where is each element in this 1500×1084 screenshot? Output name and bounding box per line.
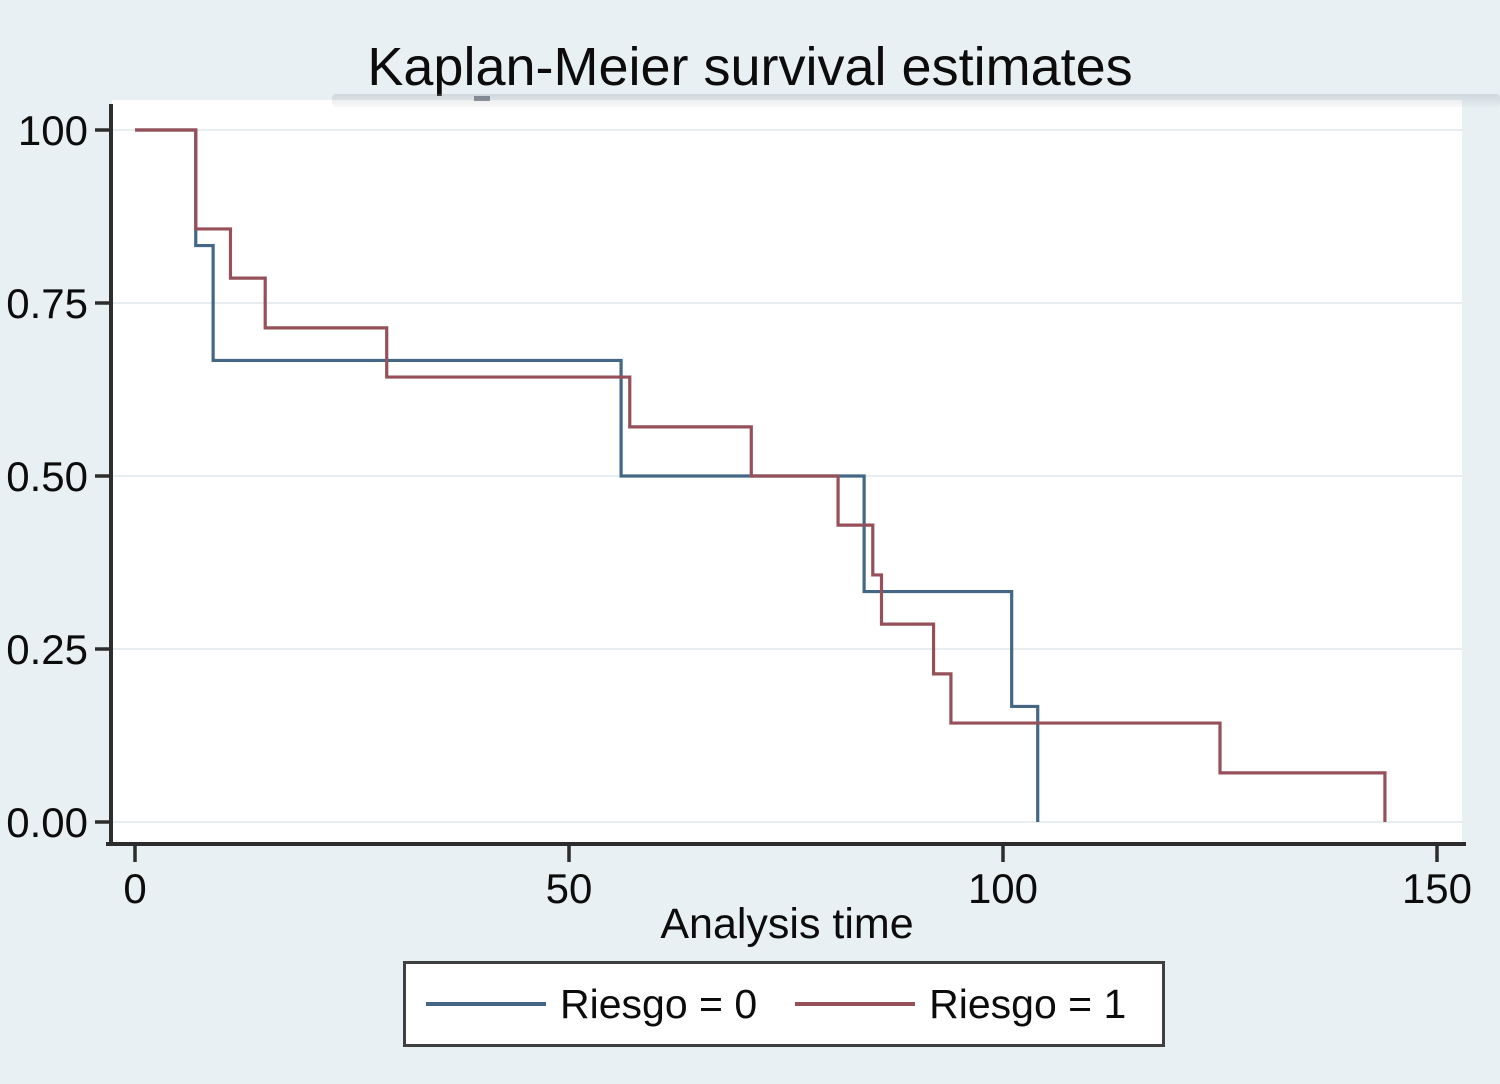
y-tick-label-0.25: 0.25: [6, 626, 88, 673]
y-tick-label-0.75: 0.75: [6, 280, 88, 327]
legend-swatch-riesgo-0: [426, 1002, 546, 1006]
y-tick-label-0.00: 0.00: [6, 799, 88, 846]
legend-item-riesgo-1: Riesgo = 1: [795, 981, 1126, 1028]
y-tick-label-100: 100: [18, 107, 88, 154]
legend-box: Riesgo = 0 Riesgo = 1: [403, 961, 1165, 1047]
legend-item-riesgo-0: Riesgo = 0: [426, 981, 757, 1028]
x-tick-label-50: 50: [546, 865, 593, 912]
legend-label-riesgo-0: Riesgo = 0: [560, 980, 758, 1027]
x-axis-title: Analysis time: [660, 900, 914, 948]
x-tick-label-150: 150: [1402, 865, 1472, 912]
x-tick-label-0: 0: [123, 865, 146, 912]
legend-swatch-riesgo-1: [795, 1002, 916, 1006]
chart-title: Kaplan-Meier survival estimates: [367, 37, 1133, 97]
series-line-riesgo-1: [135, 128, 1387, 822]
jpeg-artifact-mark: [474, 96, 490, 101]
y-tick-label-0.50: 0.50: [6, 453, 88, 500]
series-line-riesgo-0: [135, 128, 1040, 822]
jpeg-artifact-band: [332, 94, 1500, 107]
legend-label-riesgo-1: Riesgo = 1: [929, 980, 1127, 1027]
x-tick-label-100: 100: [968, 865, 1038, 912]
plot-background: [112, 100, 1462, 843]
